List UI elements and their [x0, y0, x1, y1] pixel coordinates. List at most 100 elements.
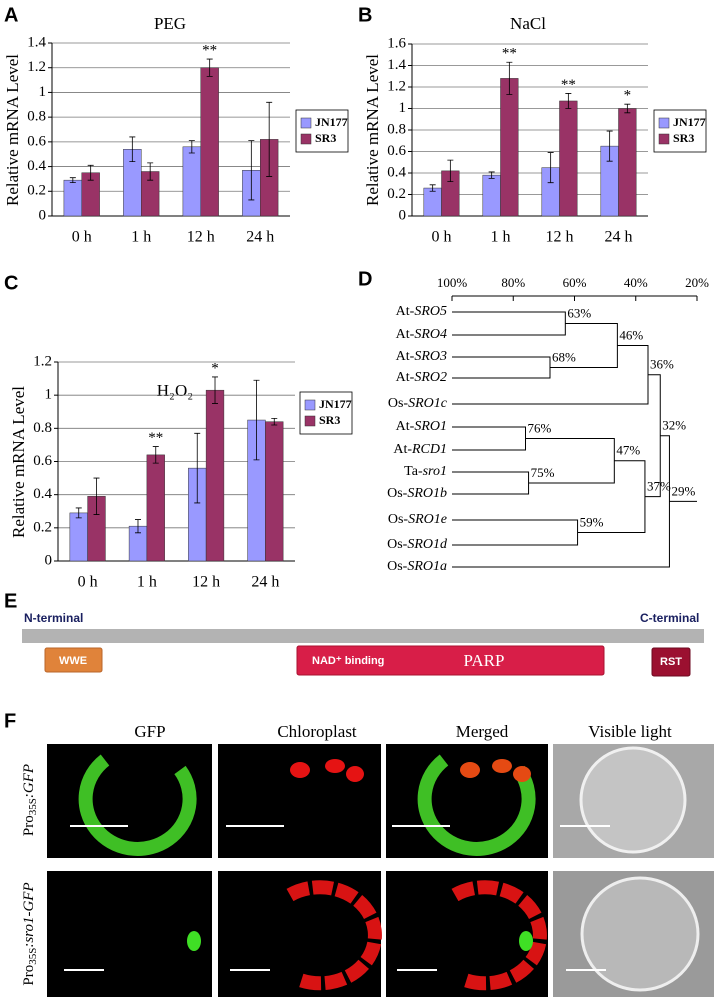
legend-swatch [658, 133, 670, 145]
y-tick-label: 1.2 [387, 78, 406, 94]
error-bar [69, 177, 76, 184]
error-bar [253, 379, 260, 461]
gfp-signal [519, 931, 533, 951]
bar [618, 108, 637, 217]
legend-label: JN177 [673, 115, 706, 129]
tree-branch [452, 471, 530, 495]
chloroplast-signal [290, 762, 310, 778]
leaf-label: Os-SRO1a [387, 559, 447, 574]
panel-letter: D [358, 268, 372, 290]
gfp-signal [417, 754, 536, 856]
leaf-prefix: Os- [387, 559, 408, 574]
leaf-prefix: At- [396, 370, 415, 385]
y-tick-label: 0.6 [27, 133, 46, 149]
significance: ** [561, 77, 576, 93]
node-label: 47% [616, 443, 640, 458]
leaf-prefix: At- [396, 327, 415, 342]
x-tick-label: 1 h [491, 229, 511, 246]
error-bar [606, 130, 613, 162]
y-tick-label: 0.2 [387, 186, 406, 202]
panel-letter: F [4, 710, 16, 732]
node-label: 63% [567, 305, 591, 320]
bar [482, 174, 501, 217]
leaf-label: Os-SRO1d [387, 537, 448, 552]
chloroplast-signal [513, 766, 531, 782]
chloroplast-signal [286, 880, 382, 991]
leaf-gene: SRO1d [407, 537, 448, 552]
error-bar [93, 477, 100, 515]
leaf-label: Os-SRO1e [388, 512, 447, 527]
x-tick-label: 20% [685, 275, 709, 290]
legend-label: SR3 [673, 131, 694, 145]
y-tick-label: 0.4 [27, 158, 46, 174]
row-label-part: Pro [21, 965, 37, 986]
legend-label: JN177 [315, 115, 348, 129]
leaf-prefix: Os- [387, 537, 408, 552]
leaf-gene: SRO1c [408, 396, 448, 411]
error-bar [447, 159, 454, 182]
y-tick-label: 0 [39, 207, 47, 223]
error-bar [87, 164, 94, 181]
cell [579, 746, 687, 854]
panel-letter: B [358, 4, 372, 26]
y-tick-label: 0.6 [387, 143, 406, 159]
protein-bar [22, 629, 704, 643]
bar [559, 100, 578, 217]
error-bar [212, 376, 219, 404]
legend-swatch [658, 117, 670, 129]
error-bar [75, 507, 82, 519]
x-tick-label: 12 h [187, 229, 215, 246]
column-header: GFP [134, 722, 165, 741]
y-tick-label: 0.8 [33, 420, 52, 436]
error-bar [488, 171, 495, 179]
gfp-signal [78, 754, 197, 856]
error-bar [271, 417, 278, 426]
cell [580, 876, 700, 992]
chart-title: NaCl [510, 14, 546, 33]
error-bar [147, 162, 154, 181]
x-tick-label: 60% [563, 275, 587, 290]
error-bar [565, 93, 572, 109]
x-tick-label: 1 h [137, 574, 157, 591]
node-label: 75% [531, 465, 555, 480]
row-label-part: :GFP [21, 764, 37, 798]
legend-label: SR3 [319, 413, 340, 427]
legend-swatch [304, 415, 316, 427]
chart-title: PEG [154, 14, 186, 33]
rst-domain [651, 647, 691, 677]
gfp-signal [187, 931, 201, 951]
leaf-prefix: Os- [388, 396, 409, 411]
panel-letter: A [4, 4, 18, 26]
bar [69, 512, 88, 562]
bar [200, 67, 219, 217]
leaf-prefix: Os- [388, 512, 409, 527]
x-tick-label: 1 h [131, 229, 151, 246]
tree-branch [452, 426, 526, 451]
x-tick-label: 24 h [246, 229, 274, 246]
y-tick-label: 1 [399, 100, 407, 116]
significance: * [624, 88, 632, 104]
significance: * [211, 360, 219, 376]
chloroplast-signal [492, 759, 512, 773]
legend-swatch [300, 117, 312, 129]
node-label: 46% [619, 327, 643, 342]
x-tick-label: 24 h [251, 574, 279, 591]
significance: ** [502, 46, 517, 62]
chloroplast-signal [460, 762, 480, 778]
row-label-part: 35S [27, 798, 39, 815]
error-bar [429, 184, 436, 192]
leaf-label: At-SRO3 [396, 349, 447, 364]
parp-label: PARP [464, 651, 505, 670]
y-tick-label: 1 [39, 84, 47, 100]
leaf-prefix: At- [393, 442, 412, 457]
leaf-gene: SRO1b [407, 486, 447, 501]
leaf-label: Os-SRO1b [387, 486, 447, 501]
column-header: Visible light [588, 722, 672, 741]
x-tick-label: 80% [501, 275, 525, 290]
node-label: 32% [662, 418, 686, 433]
y-tick-label: 1.2 [27, 59, 46, 75]
y-tick-label: 1.2 [33, 353, 52, 369]
leaf-gene: SRO1a [407, 559, 447, 574]
leaf-gene: sro1 [423, 464, 447, 479]
